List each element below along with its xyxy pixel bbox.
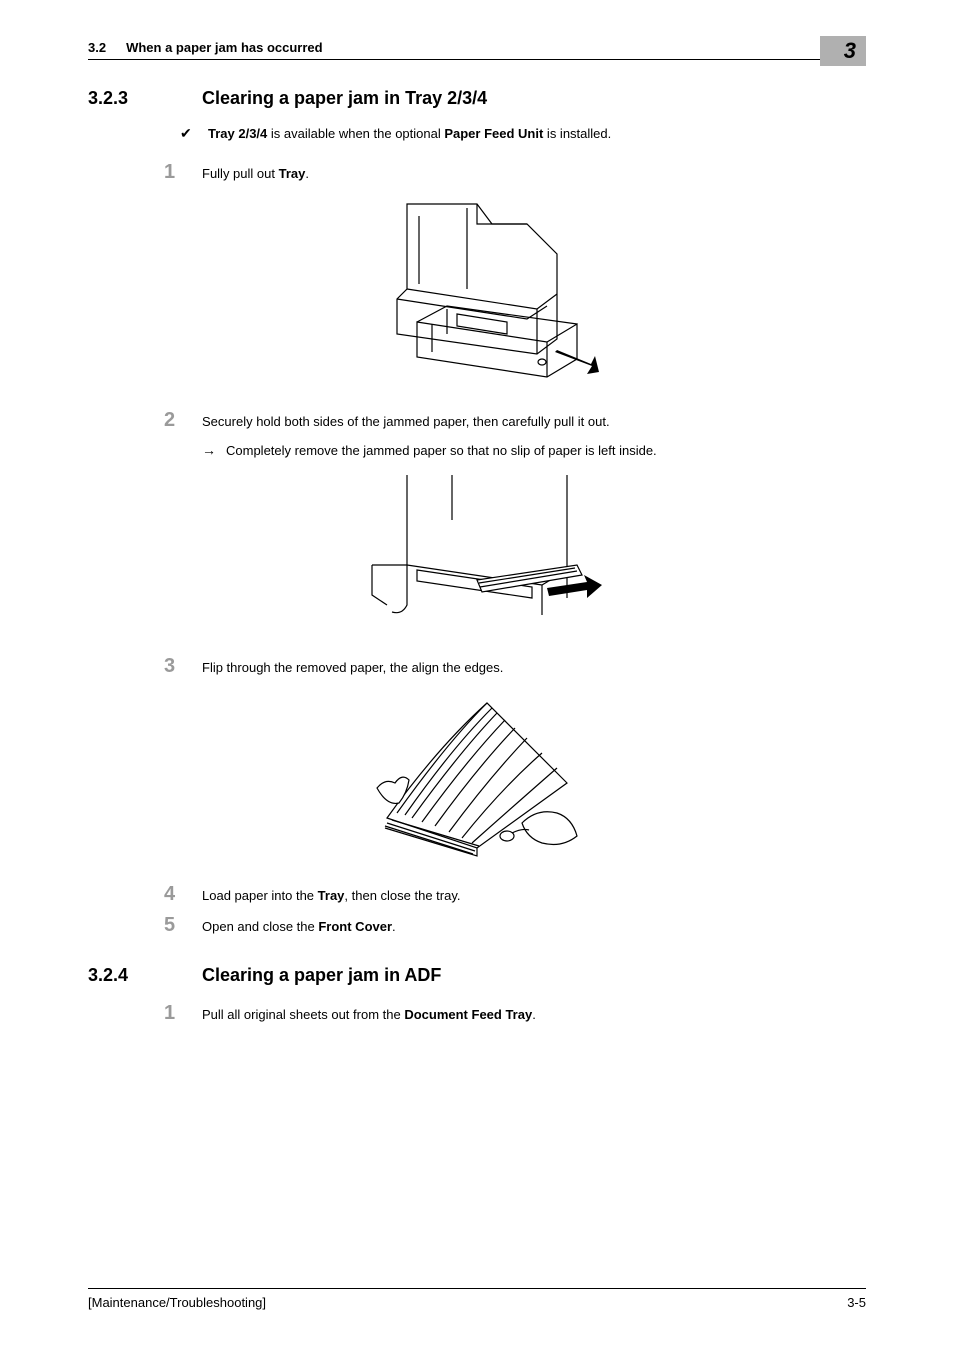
step-subnote: → Completely remove the jammed paper so … bbox=[202, 442, 866, 460]
check-text: Tray 2/3/4 is available when the optiona… bbox=[208, 125, 866, 143]
check-icon: ✔ bbox=[180, 125, 208, 142]
step-text: Flip through the removed paper, the alig… bbox=[202, 659, 866, 677]
page-footer: [Maintenance/Troubleshooting] 3-5 bbox=[88, 1288, 866, 1310]
step: 5 Open and close the Front Cover. bbox=[164, 914, 866, 937]
footer-right: 3-5 bbox=[847, 1295, 866, 1310]
check-note: ✔ Tray 2/3/4 is available when the optio… bbox=[180, 125, 866, 143]
step: 1 Pull all original sheets out from the … bbox=[164, 1002, 866, 1025]
step: 1 Fully pull out Tray. bbox=[164, 161, 866, 184]
step: 2 Securely hold both sides of the jammed… bbox=[164, 409, 866, 432]
section-heading: 3.2.4 Clearing a paper jam in ADF bbox=[88, 965, 866, 986]
section-heading: 3.2.3 Clearing a paper jam in Tray 2/3/4 bbox=[88, 88, 866, 109]
footer-left: [Maintenance/Troubleshooting] bbox=[88, 1295, 266, 1310]
step-number: 5 bbox=[164, 914, 202, 937]
step: 4 Load paper into the Tray, then close t… bbox=[164, 883, 866, 906]
header-section-title: When a paper jam has occurred bbox=[126, 40, 323, 55]
header-section-number: 3.2 bbox=[88, 40, 106, 55]
chapter-tab: 3 bbox=[820, 36, 866, 66]
page-header: 3.2 When a paper jam has occurred bbox=[88, 40, 866, 60]
arrow-icon: → bbox=[202, 442, 226, 458]
step-text: Load paper into the Tray, then close the… bbox=[202, 887, 866, 905]
step-text: Fully pull out Tray. bbox=[202, 165, 866, 183]
step-number: 1 bbox=[164, 1002, 202, 1025]
section-number: 3.2.4 bbox=[88, 965, 202, 986]
step-number: 4 bbox=[164, 883, 202, 906]
step-number: 1 bbox=[164, 161, 202, 184]
figure-paper-pull bbox=[88, 470, 866, 633]
step-text: Securely hold both sides of the jammed p… bbox=[202, 413, 866, 431]
figure-tray-pullout bbox=[88, 194, 866, 387]
figure-flip-paper bbox=[88, 688, 866, 861]
step-text: Open and close the Front Cover. bbox=[202, 918, 866, 936]
section-title: Clearing a paper jam in Tray 2/3/4 bbox=[202, 88, 487, 109]
subnote-text: Completely remove the jammed paper so th… bbox=[226, 442, 866, 460]
step: 3 Flip through the removed paper, the al… bbox=[164, 655, 866, 678]
section-title: Clearing a paper jam in ADF bbox=[202, 965, 441, 986]
step-number: 3 bbox=[164, 655, 202, 678]
step-text: Pull all original sheets out from the Do… bbox=[202, 1006, 866, 1024]
section-number: 3.2.3 bbox=[88, 88, 202, 109]
step-number: 2 bbox=[164, 409, 202, 432]
